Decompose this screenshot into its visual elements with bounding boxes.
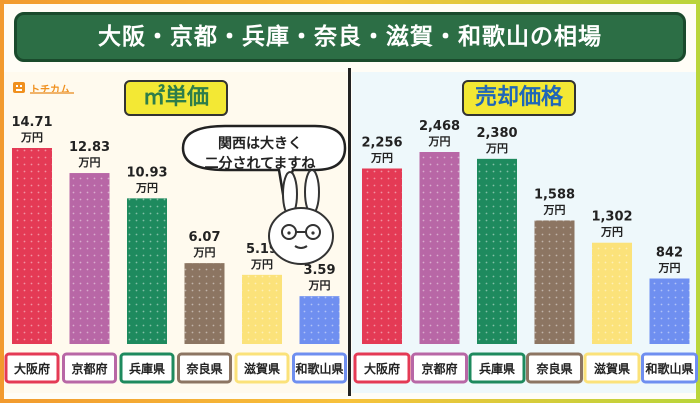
category-label: 奈良県 [185, 361, 222, 376]
page-title: 大阪・京都・兵庫・奈良・滋賀・和歌山の相場 [14, 12, 686, 62]
category-label: 兵庫県 [479, 361, 515, 376]
category-box [353, 352, 411, 384]
unit-label: 万円 [20, 131, 43, 144]
category-label: 和歌山県 [294, 361, 343, 376]
chart-sale-price: 2,256万円大阪府2,468万円京都府2,380万円兵庫県1,588万円奈良県… [353, 119, 698, 384]
category-box [468, 352, 526, 384]
category-box [583, 352, 641, 384]
panel-divider [348, 68, 351, 396]
chart-title-unit-price: ㎡単価 [124, 80, 228, 116]
bar-texture [534, 220, 575, 344]
unit-label: 万円 [250, 258, 273, 271]
bar-texture [299, 296, 340, 344]
rabbit-mascot-icon [268, 170, 334, 265]
data-label: 10.93 [126, 165, 167, 180]
data-label: 2,256 [361, 135, 402, 150]
bar-texture [12, 148, 52, 344]
speech-line-1: 関西は大きく [218, 136, 302, 152]
unit-label: 万円 [658, 261, 681, 274]
unit-label: 万円 [193, 246, 216, 259]
data-label: 2,380 [476, 126, 517, 141]
category-box [641, 352, 698, 384]
chart-unit-price: 14.71万円大阪府12.83万円京都府10.93万円兵庫県6.07万円奈良県5… [4, 115, 347, 384]
category-label: 大阪府 [364, 361, 400, 376]
bar-texture [362, 168, 402, 344]
house-icon [13, 82, 25, 93]
bar-texture [649, 278, 690, 344]
data-label: 6.07 [188, 230, 220, 245]
data-label: 12.83 [69, 140, 110, 155]
category-label: 奈良県 [535, 361, 572, 376]
category-label: 滋賀県 [244, 361, 280, 376]
category-box [4, 352, 60, 384]
speech-bubble [181, 124, 347, 199]
bar-texture [477, 158, 517, 344]
category-box [411, 352, 468, 384]
category-label: 兵庫県 [129, 361, 165, 376]
category-label: 滋賀県 [594, 361, 630, 376]
bar-texture [242, 274, 282, 344]
speech-line-2: 二分されてますね [204, 156, 316, 172]
category-box [526, 352, 583, 384]
category-box [119, 352, 175, 384]
logo-underline [30, 92, 74, 94]
unit-label: 万円 [308, 279, 331, 292]
bar-texture [127, 198, 167, 344]
data-label: 1,588 [534, 187, 575, 202]
data-label: 14.71 [11, 115, 52, 130]
data-label: 842 [656, 245, 683, 260]
bar-texture [592, 242, 632, 344]
bar-texture [419, 152, 460, 344]
category-label: 和歌山県 [644, 361, 693, 376]
unit-label: 万円 [543, 203, 566, 216]
data-label: 1,302 [591, 210, 632, 225]
category-label: 大阪府 [14, 361, 50, 376]
data-label: 3.59 [303, 263, 335, 278]
data-label: 2,468 [419, 119, 460, 134]
logo-text: トチカム [30, 85, 70, 96]
unit-label: 万円 [485, 142, 508, 155]
unit-label: 万円 [600, 226, 623, 239]
category-box [62, 352, 117, 384]
speech-bubble-text: 関西は大きく 二分されてますね [190, 134, 330, 174]
category-box [177, 352, 232, 384]
bar-texture [184, 263, 225, 344]
category-box [292, 352, 347, 384]
category-label: 京都府 [421, 361, 457, 376]
logo: トチカム [8, 78, 78, 100]
unit-label: 万円 [428, 135, 451, 148]
category-label: 京都府 [71, 361, 107, 376]
right-panel [352, 72, 696, 393]
unit-label: 万円 [135, 181, 158, 194]
unit-label: 万円 [78, 156, 101, 169]
category-box [234, 352, 290, 384]
chart-title-sale-price: 売却価格 [462, 80, 576, 116]
bar-texture [69, 173, 110, 344]
unit-label: 万円 [370, 151, 393, 164]
